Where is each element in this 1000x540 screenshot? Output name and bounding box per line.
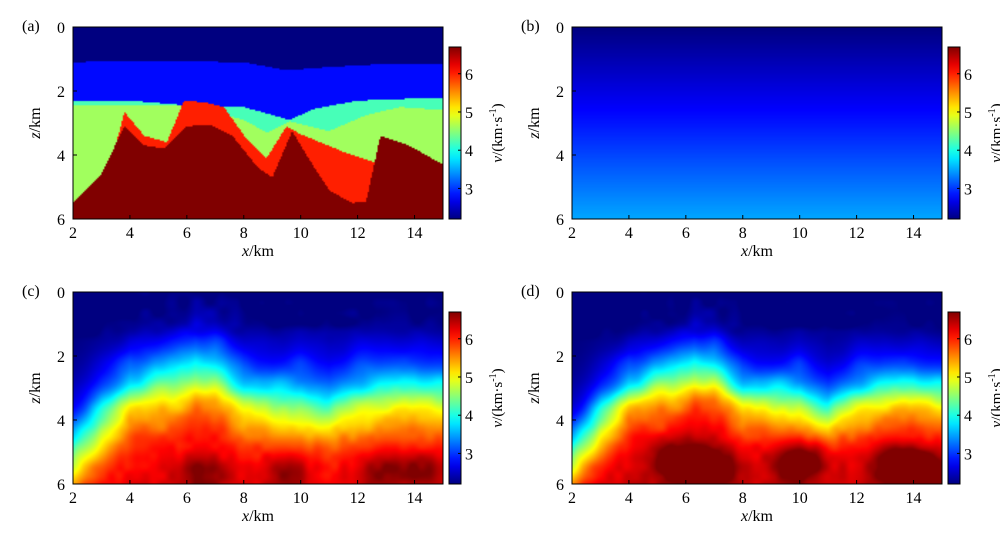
x-tick-label: 6 [183,490,191,507]
plot-frame [571,291,943,485]
x-tick-label: 10 [792,490,808,507]
colorbar-tick-label: 3 [964,181,972,198]
colorbar-label: v/(km·s-1) [987,103,1000,162]
colorbar-tick-label: 6 [964,332,972,349]
y-tick-label: 6 [556,212,564,229]
x-tick-label: 12 [849,490,865,507]
colorbar: 3 4 5 6 v/(km·s-1) [947,311,1000,485]
y-tick-label: 0 [57,20,65,37]
y-tick-label: 6 [57,477,65,494]
heatmap-image [73,292,443,484]
x-tick-label: 6 [682,225,690,242]
x-tick-label: 4 [625,490,633,507]
y-tick-label: 0 [556,20,564,37]
x-tick-label: 12 [849,225,865,242]
x-tick-label: 4 [126,490,134,507]
x-tick-label: 6 [183,225,191,242]
x-tick-label: 12 [350,225,366,242]
colorbar-label: v/(km·s-1) [488,368,506,427]
colorbar-tick-label: 5 [964,105,972,122]
colorbar-tick-label: 4 [964,408,972,425]
y-tick-label: 0 [57,285,65,302]
x-tick-label: 4 [625,225,633,242]
colorbar-tick-label: 5 [465,370,473,387]
x-tick-label: 2 [568,225,576,242]
colorbar-tick-label: 4 [465,408,473,425]
y-tick-label: 4 [57,413,65,430]
x-tick-label: 10 [293,490,309,507]
x-axis-label: x/km [740,243,774,260]
heatmap-image [572,27,942,219]
x-tick-label: 8 [739,490,747,507]
y-tick-label: 2 [556,84,564,101]
y-tick-label: 6 [57,212,65,229]
colorbar: 3 4 5 6 v/(km·s-1) [448,311,506,485]
panel-label: (b) [521,18,540,35]
x-tick-label: 8 [739,225,747,242]
x-tick-label: 2 [69,225,77,242]
colorbar-tick-label: 3 [465,181,473,198]
colorbar-tick-label: 4 [465,143,473,160]
chart-panel-4: 2 4 6 8 10 12 14 0 2 4 6 x/km z/km (d) 3 4 5 6 v/(km·s-1) [521,283,1000,525]
plot-frame [571,26,943,220]
x-tick-label: 4 [126,225,134,242]
plot-frame [72,291,444,485]
colorbar-label: v/(km·s-1) [987,368,1000,427]
y-axis-label: z/km [27,372,44,405]
x-tick-label: 6 [682,490,690,507]
x-tick-label: 14 [906,225,922,242]
y-tick-label: 4 [556,148,564,165]
colorbar-tick-label: 4 [964,143,972,160]
chart-panel-2: 2 4 6 8 10 12 14 0 2 4 6 x/km z/km (b) 3 4 5 6 v/(km·s-1) [521,18,1000,260]
plot-frame [72,26,444,220]
y-axis-label: z/km [27,107,44,140]
panel-label: (c) [22,283,40,300]
colorbar-gradient [448,311,462,485]
colorbar-label: v/(km·s-1) [488,103,506,162]
chart-panel-3: 2 4 6 8 10 12 14 0 2 4 6 x/km z/km (c) 3 4 5 6 v/(km·s-1) [22,283,506,525]
colorbar-tick-label: 6 [964,67,972,84]
y-tick-label: 2 [57,349,65,366]
y-tick-label: 4 [57,148,65,165]
y-axis-label: z/km [526,107,543,140]
y-tick-label: 4 [556,413,564,430]
x-tick-label: 10 [792,225,808,242]
colorbar-gradient [947,311,961,485]
x-tick-label: 14 [407,490,423,507]
x-tick-label: 14 [407,225,423,242]
colorbar: 3 4 5 6 v/(km·s-1) [448,46,506,220]
colorbar: 3 4 5 6 v/(km·s-1) [947,46,1000,220]
colorbar-gradient [947,46,961,220]
heatmap-image [73,27,443,219]
colorbar-tick-label: 6 [465,67,473,84]
chart-panel-1: 2 4 6 8 10 12 14 0 2 4 6 x/km z/km (a) 3 4 5 6 v/(km·s-1) [22,18,506,260]
x-tick-label: 10 [293,225,309,242]
heatmap-image [572,292,942,484]
x-tick-label: 2 [69,490,77,507]
x-axis-label: x/km [241,243,275,260]
colorbar-tick-label: 5 [465,105,473,122]
colorbar-tick-label: 6 [465,332,473,349]
colorbar-tick-label: 3 [964,446,972,463]
x-tick-label: 12 [350,490,366,507]
colorbar-tick-label: 3 [465,446,473,463]
colorbar-gradient [448,46,462,220]
panel-label: (a) [22,18,40,35]
x-tick-label: 14 [906,490,922,507]
panel-label: (d) [521,283,540,300]
x-tick-label: 8 [240,225,248,242]
y-tick-label: 0 [556,285,564,302]
y-tick-label: 2 [57,84,65,101]
x-tick-label: 8 [240,490,248,507]
x-axis-label: x/km [241,508,275,525]
x-tick-label: 2 [568,490,576,507]
y-axis-label: z/km [526,372,543,405]
colorbar-tick-label: 5 [964,370,972,387]
y-tick-label: 2 [556,349,564,366]
y-tick-label: 6 [556,477,564,494]
x-axis-label: x/km [740,508,774,525]
